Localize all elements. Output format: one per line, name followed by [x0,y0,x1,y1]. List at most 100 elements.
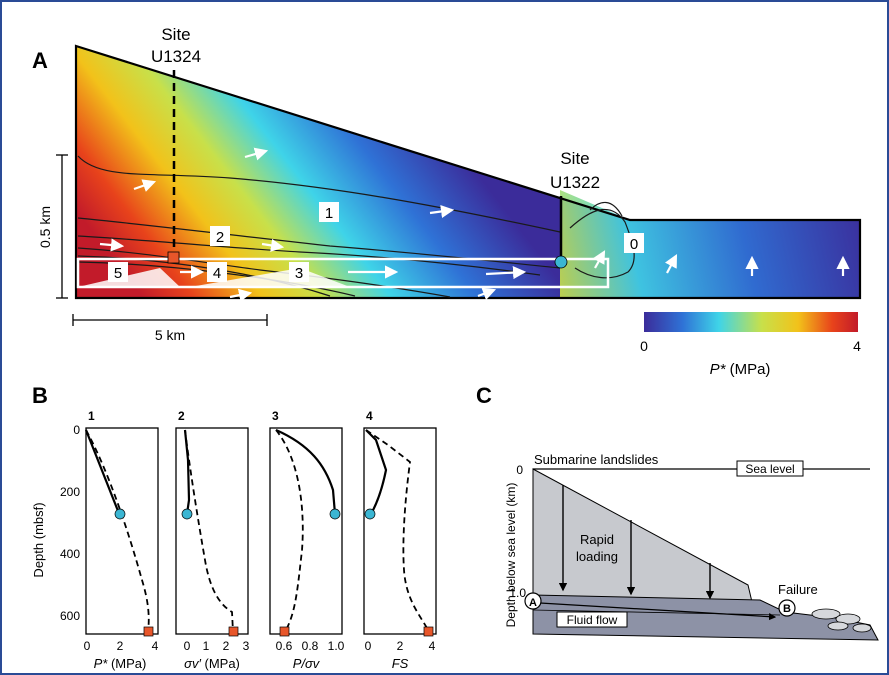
rapid-loading-line2: loading [576,549,618,564]
profile-3-square [279,626,290,637]
panel-a: A [32,25,861,378]
profile-1-frame [85,427,159,635]
flow-arrow [477,287,497,301]
profile-3-xlabel: P/σv [293,656,321,671]
colorbar-min: 0 [640,338,648,354]
profile-2-number: 2 [178,409,185,423]
zone-label-1: 1 [325,205,333,222]
xtick: 4 [152,639,159,653]
profile-3-frame [269,427,343,635]
zone-label-3: 3 [295,265,303,282]
panel-c-ytick-1: 1.0 [509,586,526,600]
panel-a-letter: A [32,48,48,73]
profile-3-solid [275,428,337,515]
failure-debris [811,608,872,633]
zone-label-0: 0 [630,236,638,253]
xtick: 0 [84,639,91,653]
profile-4-xticks: 0 2 4 [365,639,436,653]
profile-plot-4: 4 0 2 4 FS [363,409,437,671]
colorbar-label: P* (MPa) [710,361,771,378]
ytick-0: 0 [73,423,80,437]
wedge-section-distal [560,190,860,298]
xtick: 3 [243,639,250,653]
profile-4-xlabel: FS [392,656,409,671]
xtick: 2 [397,639,404,653]
panel-c: C Depth below sea level (km) 0 1.0 Subma… [476,383,879,641]
xtick: 1 [203,639,210,653]
xtick: 0.6 [276,639,293,653]
panel-b-letter: B [32,383,48,408]
ytick-200: 200 [60,485,80,499]
site-u1322-line2: U1322 [550,173,600,192]
sea-level-label: Sea level [745,462,794,476]
point-b-label: B [783,603,791,615]
flow-arrow [665,254,678,274]
site-u1322-line1: Site [560,149,589,168]
profile-3-number: 3 [272,409,279,423]
profile-4-frame [363,427,437,635]
colorbar-max: 4 [853,338,861,354]
panel-b-yticks: 0 200 400 600 [60,423,80,623]
xtick: 0 [365,639,372,653]
ytick-600: 600 [60,609,80,623]
profile-3-dashed [275,429,304,629]
panel-c-ylabel: Depth below sea level (km) [504,483,518,628]
flow-arrow [261,238,285,252]
xtick: 1.0 [328,639,345,653]
point-a-marker [524,592,542,610]
profile-4-number: 4 [366,409,373,423]
profile-2-xlabel: σv′ (MPa) [184,656,240,671]
fluid-flow-box [556,611,628,628]
zone-labels: 0 1 2 3 4 5 [108,202,644,282]
xtick: 0 [184,639,191,653]
flow-wedge-highlights [78,268,350,287]
xtick: 4 [429,639,436,653]
zone-label-4: 4 [213,265,221,282]
xtick: 2 [223,639,230,653]
flow-arrow [429,204,455,219]
site-u1324-line1: Site [161,25,190,44]
depth-scale-label: 0.5 km [37,206,53,248]
profile-2-circle [181,508,193,520]
profile-plot-3: 3 0.6 0.8 1.0 P/σv [269,409,345,671]
profile-2-dashed [184,429,234,633]
profile-plot-1: 1 0 2 4 P* (MPa) [84,409,159,671]
profile-2-xticks: 0 1 2 3 [184,639,250,653]
wedge-outline [74,44,862,300]
flow-arrow [244,147,269,161]
flow-arrow [229,288,253,302]
panel-c-letter: C [476,383,492,408]
colorbar [644,312,858,332]
panel-c-ytick-0: 0 [516,463,523,477]
fluid-flow-label: Fluid flow [567,613,618,627]
point-a-label: A [529,597,537,609]
flow-arrow [592,250,606,269]
depth-scale-bar [56,154,68,299]
panel-b: B Depth (mbsf) 0 200 400 600 1 0 2 4 P* … [31,383,437,671]
loading-arrows [558,485,715,600]
flow-arrow [99,238,125,252]
zone-label-2: 2 [216,229,224,246]
failure-label: Failure [778,582,818,597]
point-b-marker [778,599,796,617]
profile-1-xticks: 0 2 4 [84,639,159,653]
horizontal-scale-label: 5 km [155,327,185,343]
xtick: 0.8 [302,639,319,653]
profile-2-square [228,626,239,637]
profile-3-xticks: 0.6 0.8 1.0 [276,639,345,653]
profile-plot-2: 2 0 1 2 3 σv′ (MPa) [175,409,250,671]
site-u1324-marker [167,251,180,264]
profile-4-dashed [365,429,429,631]
slope-sediment-wedge [532,468,753,603]
horizontal-scale-bar [72,314,268,326]
fluid-flow-arrow [539,602,777,621]
rapid-loading-line1: Rapid [580,532,614,547]
layer-boundary [532,609,781,616]
profile-1-circle [114,508,126,520]
ytick-400: 400 [60,547,80,561]
flow-arrows [99,147,850,302]
profile-1-dashed [85,429,150,633]
sea-level-box [736,460,804,477]
